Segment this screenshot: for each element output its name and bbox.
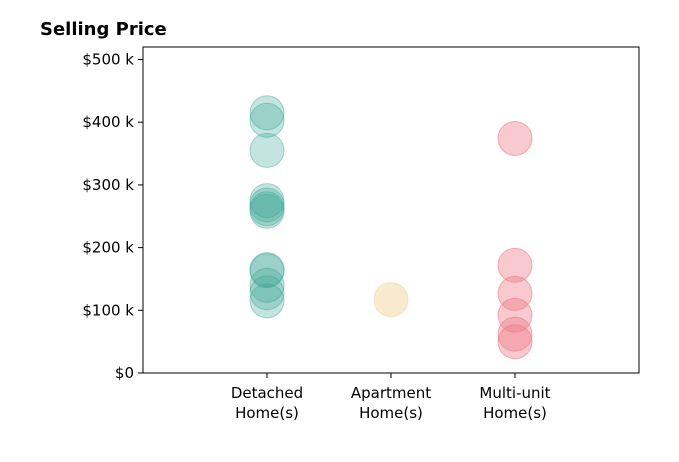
data-point-2-0 bbox=[497, 121, 533, 156]
x-tick-label-1-1: Home(s) bbox=[359, 404, 423, 422]
plot-frame bbox=[142, 46, 640, 374]
data-point-0-4 bbox=[249, 187, 285, 223]
data-point-0-0 bbox=[249, 95, 285, 131]
data-point-2-1 bbox=[497, 247, 533, 283]
data-point-0-3 bbox=[249, 183, 285, 219]
data-point-2-5 bbox=[497, 324, 533, 360]
y-tick-label-5: $500 k bbox=[82, 51, 134, 69]
x-tick-label-0-1: Home(s) bbox=[235, 404, 299, 422]
data-point-0-2 bbox=[249, 132, 285, 168]
y-tick-label-1: $100 k bbox=[82, 301, 134, 319]
data-point-2-3 bbox=[497, 297, 533, 333]
data-point-0-7 bbox=[249, 252, 285, 288]
chart-title: Selling Price bbox=[40, 19, 167, 40]
data-point-0-10 bbox=[249, 275, 285, 311]
y-axis-ticks: $0 $100 k $200 k $300 k $400 k $500 k bbox=[82, 51, 143, 382]
x-tick-label-2-0: Multi-unit bbox=[479, 384, 550, 402]
y-tick-label-0: $0 bbox=[115, 364, 134, 382]
y-tick-label-3: $300 k bbox=[82, 176, 134, 194]
y-tick-label-4: $400 k bbox=[82, 113, 134, 131]
data-points-group bbox=[249, 95, 533, 360]
data-point-0-8 bbox=[249, 253, 285, 289]
data-point-0-1 bbox=[249, 102, 285, 138]
x-tick-label-2-1: Home(s) bbox=[483, 404, 547, 422]
x-tick-label-1-0: Apartment bbox=[351, 384, 431, 402]
y-tick-label-2: $200 k bbox=[82, 239, 134, 257]
data-point-1-0 bbox=[373, 282, 409, 318]
x-tick-label-0-0: Detached bbox=[231, 384, 303, 402]
data-point-0-9 bbox=[249, 267, 285, 303]
data-point-0-6 bbox=[249, 193, 285, 229]
data-point-2-4 bbox=[497, 316, 533, 352]
data-point-2-2 bbox=[497, 275, 533, 311]
data-point-0-5 bbox=[249, 191, 285, 227]
x-axis-ticks: Detached Home(s) Apartment Home(s) Multi-uni… bbox=[231, 373, 551, 422]
data-point-0-11 bbox=[249, 283, 285, 319]
